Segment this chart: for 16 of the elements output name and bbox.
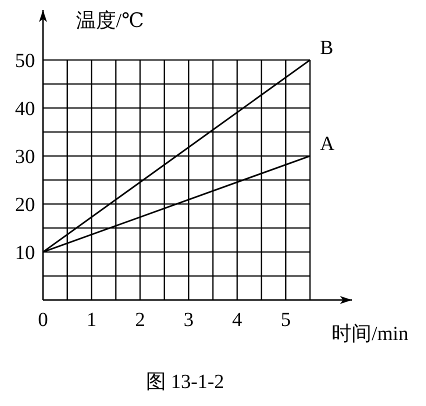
y-tick-label: 30 — [15, 146, 35, 168]
x-axis-title: 时间/min — [332, 323, 408, 345]
x-tick-label: 0 — [38, 309, 48, 331]
caption: 图 13-1-2 — [146, 371, 224, 393]
series-label: A — [320, 133, 335, 155]
y-tick-label: 20 — [15, 194, 35, 216]
x-tick-label: 2 — [135, 309, 146, 331]
y-tick-label: 10 — [15, 242, 35, 264]
series-label: B — [320, 37, 334, 59]
y-tick-label: 50 — [15, 50, 35, 72]
x-tick-label: 4 — [232, 309, 242, 331]
y-tick-label: 40 — [15, 98, 35, 120]
x-tick-label: 3 — [184, 309, 194, 331]
y-axis-title: 温度/℃ — [76, 10, 144, 32]
x-tick-label: 5 — [280, 309, 291, 331]
x-tick-label: 1 — [86, 309, 97, 331]
